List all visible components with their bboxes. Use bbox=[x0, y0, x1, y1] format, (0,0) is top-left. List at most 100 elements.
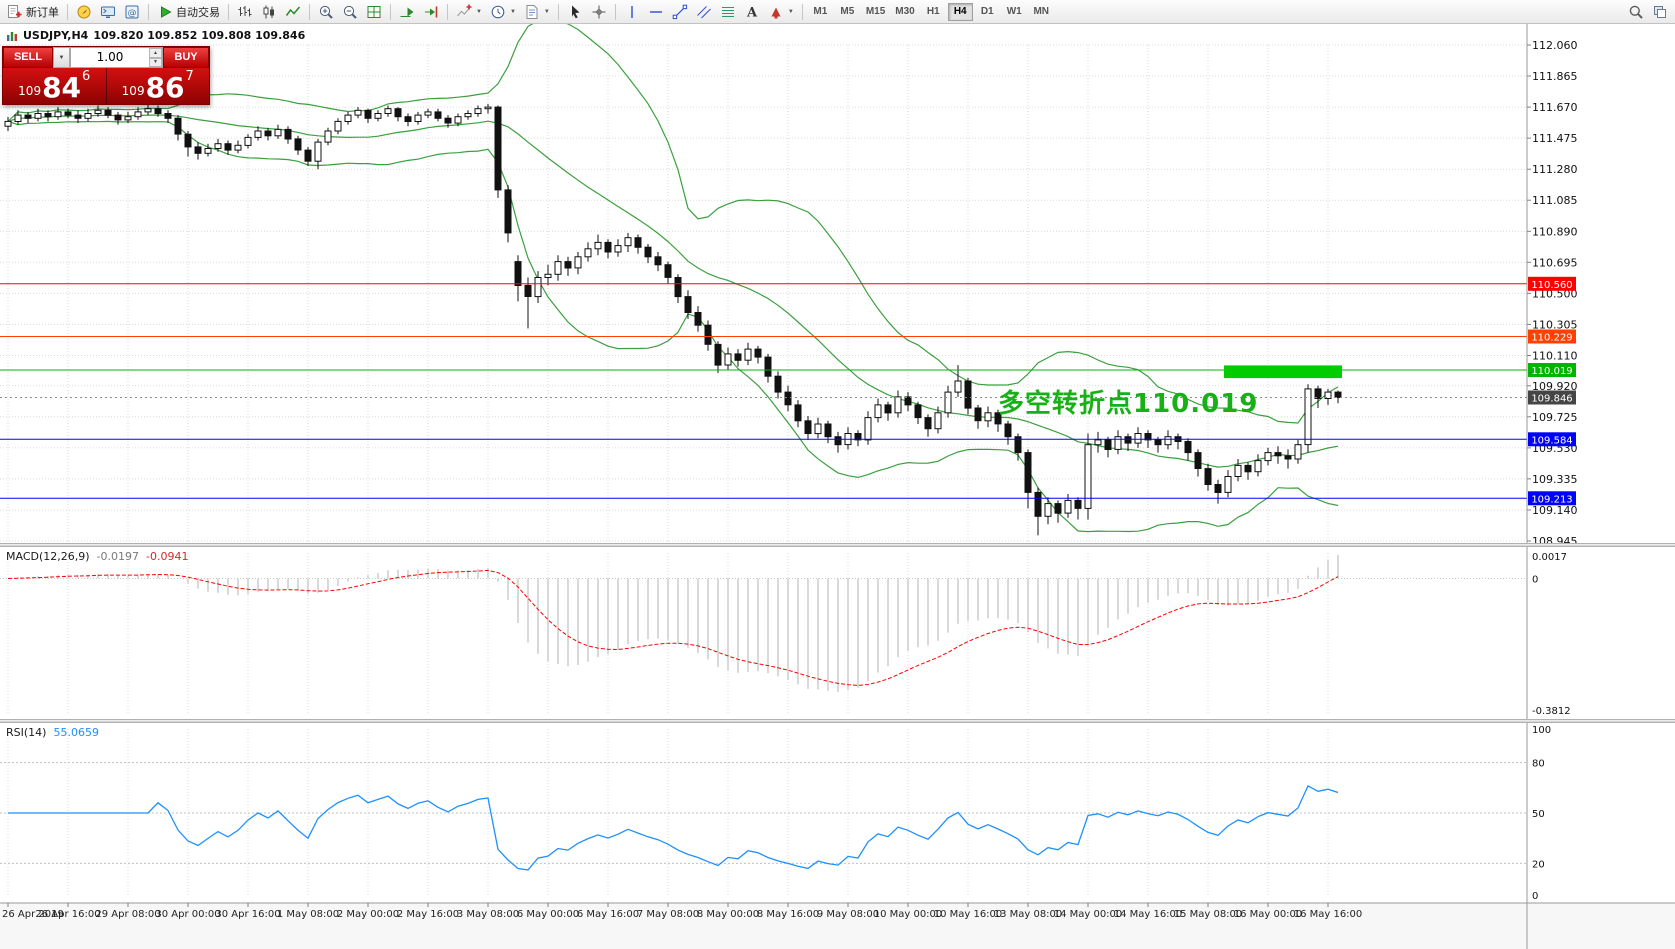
new-order-button[interactable]: 新订单 bbox=[3, 2, 63, 22]
price-axis[interactable]: 112.060 111.865 111.670 111.475 111.280 111.0… bbox=[1526, 24, 1578, 949]
auto-scroll-button[interactable] bbox=[395, 2, 419, 22]
terminal-button[interactable] bbox=[96, 2, 120, 22]
svg-text:109.846: 109.846 bbox=[1531, 394, 1572, 405]
timeframes-button[interactable]: ▼ bbox=[486, 2, 520, 22]
svg-text:50: 50 bbox=[1532, 809, 1545, 820]
svg-text:15 May 08:00: 15 May 08:00 bbox=[1174, 909, 1243, 920]
templates-button[interactable]: ▼ bbox=[520, 2, 554, 22]
trendline-tool-icon bbox=[672, 4, 688, 20]
candlestick-mode-icon bbox=[261, 4, 277, 20]
window-list-button[interactable] bbox=[1648, 2, 1672, 22]
auto-trading-button[interactable]: 自动交易 bbox=[153, 2, 224, 22]
volume-field[interactable]: 1.00 ▲ ▼ bbox=[70, 47, 163, 68]
svg-text:109.140: 109.140 bbox=[1532, 504, 1578, 517]
period-mn-button[interactable]: MN bbox=[1029, 3, 1054, 21]
svg-text:10 May 16:00: 10 May 16:00 bbox=[934, 909, 1003, 920]
svg-text:112.060: 112.060 bbox=[1532, 39, 1578, 52]
svg-text:111.280: 111.280 bbox=[1532, 163, 1578, 176]
svg-text:0: 0 bbox=[1532, 891, 1538, 902]
svg-text:111.085: 111.085 bbox=[1532, 194, 1578, 207]
line-chart-mode-icon bbox=[285, 4, 301, 20]
toolbar-separator bbox=[228, 3, 229, 20]
window-list-icon bbox=[1652, 4, 1668, 20]
toolbar-separator bbox=[557, 3, 559, 20]
period-w1-button[interactable]: W1 bbox=[1002, 3, 1027, 21]
svg-text:3 May 08:00: 3 May 08:00 bbox=[457, 909, 519, 920]
indicators-list-button[interactable]: ▼ bbox=[452, 2, 486, 22]
volume-value[interactable]: 1.00 bbox=[96, 50, 124, 64]
sell-price-display[interactable]: 109 84 6 bbox=[3, 68, 107, 104]
new-order-label: 新订单 bbox=[26, 6, 59, 19]
volume-increase-button[interactable]: ▲ bbox=[149, 48, 162, 58]
svg-text:7 May 08:00: 7 May 08:00 bbox=[637, 909, 699, 920]
svg-text:2 May 00:00: 2 May 00:00 bbox=[337, 909, 399, 920]
sell-price-prefix: 109 bbox=[18, 84, 42, 98]
timeframes-icon bbox=[490, 4, 506, 20]
channel-tool-icon bbox=[696, 4, 712, 20]
svg-text:A: A bbox=[746, 5, 758, 20]
price-label bbox=[1528, 390, 1576, 405]
data-window-button[interactable]: @ bbox=[120, 2, 144, 22]
search-button[interactable] bbox=[1624, 2, 1648, 22]
candlestick-mode-button[interactable] bbox=[257, 2, 281, 22]
horizontal-line-tool-button[interactable] bbox=[644, 2, 668, 22]
svg-text:20: 20 bbox=[1532, 859, 1545, 870]
mql5-community-button[interactable] bbox=[72, 2, 96, 22]
channel-tool-button[interactable] bbox=[692, 2, 716, 22]
chart-shift-button[interactable] bbox=[419, 2, 443, 22]
svg-text:26 Apr 16:00: 26 Apr 16:00 bbox=[35, 909, 100, 920]
chevron-down-icon: ▼ bbox=[787, 8, 794, 15]
vertical-line-tool-button[interactable] bbox=[620, 2, 644, 22]
toolbar-right-group bbox=[1624, 2, 1672, 22]
price-label bbox=[1528, 276, 1576, 291]
highlight-rectangle[interactable] bbox=[1224, 365, 1342, 379]
auto-trading-label: 自动交易 bbox=[176, 6, 220, 19]
trendline-tool-button[interactable] bbox=[668, 2, 692, 22]
period-d1-button[interactable]: D1 bbox=[975, 3, 1000, 21]
chevron-down-icon: ▼ bbox=[509, 8, 516, 15]
zoom-in-icon bbox=[318, 4, 334, 20]
order-type-dropdown[interactable]: ▼ bbox=[53, 47, 70, 68]
arrows-tool-button[interactable]: ▼ bbox=[764, 2, 798, 22]
tile-windows-icon bbox=[366, 4, 382, 20]
candles-layer bbox=[4, 103, 1342, 536]
templates-icon bbox=[524, 4, 540, 20]
crosshair-tool-button[interactable] bbox=[587, 2, 611, 22]
chart-annotation-text[interactable]: 多空转折点110.019 bbox=[998, 389, 1259, 420]
zoom-in-button[interactable] bbox=[314, 2, 338, 22]
buy-button[interactable]: BUY bbox=[163, 47, 209, 68]
zoom-out-button[interactable] bbox=[338, 2, 362, 22]
period-m15-button[interactable]: M15 bbox=[862, 3, 889, 21]
svg-text:0: 0 bbox=[1532, 575, 1538, 586]
tile-windows-button[interactable] bbox=[362, 2, 386, 22]
period-h1-button[interactable]: H1 bbox=[921, 3, 946, 21]
svg-text:111.670: 111.670 bbox=[1532, 101, 1578, 114]
macd-layer bbox=[0, 555, 1527, 693]
period-m1-button[interactable]: M1 bbox=[808, 3, 833, 21]
pane-separator[interactable] bbox=[0, 719, 1675, 723]
bar-chart-mode-button[interactable] bbox=[233, 2, 257, 22]
buy-price-display[interactable]: 109 86 7 bbox=[107, 68, 210, 104]
svg-text:10 May 00:00: 10 May 00:00 bbox=[874, 909, 943, 920]
period-h4-button[interactable]: H4 bbox=[947, 2, 973, 21]
toolbar-separator bbox=[67, 3, 68, 20]
period-m5-button[interactable]: M5 bbox=[835, 3, 860, 21]
chart-menu-icon[interactable] bbox=[6, 30, 18, 42]
period-m30-button[interactable]: M30 bbox=[891, 3, 918, 21]
toolbar-separator bbox=[309, 3, 310, 20]
svg-text:100: 100 bbox=[1532, 725, 1551, 736]
text-tool-button[interactable]: A bbox=[740, 2, 764, 22]
pane-separator[interactable] bbox=[0, 543, 1675, 547]
cursor-tool-icon bbox=[567, 4, 583, 20]
svg-text:109.920: 109.920 bbox=[1532, 380, 1578, 393]
toolbar-separator bbox=[447, 3, 448, 20]
svg-text:13 May 08:00: 13 May 08:00 bbox=[994, 909, 1063, 920]
volume-decrease-button[interactable]: ▼ bbox=[149, 57, 162, 67]
svg-text:26 Apr 2019: 26 Apr 2019 bbox=[2, 909, 64, 920]
line-chart-mode-button[interactable] bbox=[281, 2, 305, 22]
sell-button[interactable]: SELL bbox=[3, 47, 53, 68]
fibonacci-tool-button[interactable] bbox=[716, 2, 740, 22]
cursor-tool-button[interactable] bbox=[563, 2, 587, 22]
